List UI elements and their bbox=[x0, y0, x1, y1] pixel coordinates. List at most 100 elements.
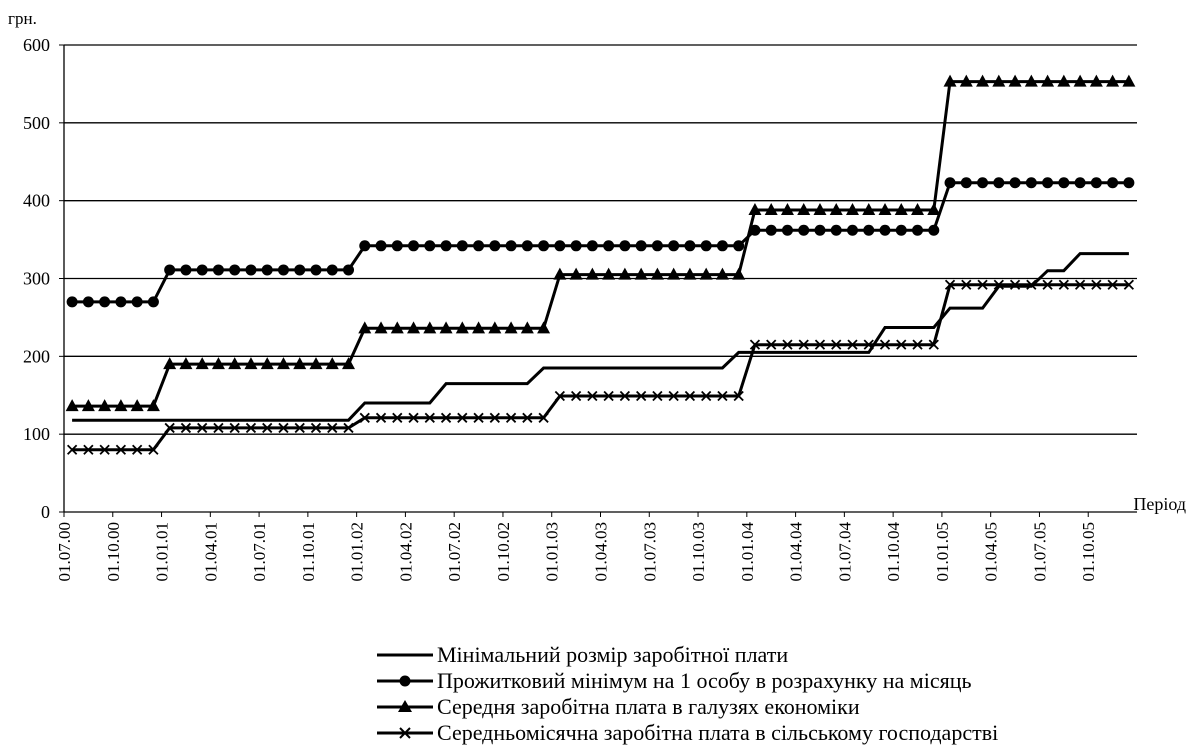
x-marker bbox=[505, 412, 517, 423]
triangle-marker bbox=[374, 321, 388, 334]
circle-marker bbox=[440, 240, 452, 252]
x-marker bbox=[538, 412, 549, 423]
triangle-marker bbox=[520, 321, 534, 334]
x-marker bbox=[863, 339, 874, 350]
axes bbox=[59, 44, 1137, 517]
x-marker bbox=[310, 422, 322, 434]
x-tick-label: 01.04.04 bbox=[787, 522, 806, 582]
x-marker bbox=[359, 412, 370, 423]
triangle-marker bbox=[211, 357, 225, 370]
x-marker bbox=[668, 390, 679, 402]
triangle-marker bbox=[569, 267, 583, 280]
x-marker bbox=[749, 339, 761, 350]
series-line-3 bbox=[72, 283, 1129, 452]
x-marker bbox=[1058, 279, 1069, 290]
axis-labels: грн. Період 0 100 200 300 400 500 600 01.07.00 0… bbox=[8, 9, 1186, 582]
triangle-marker bbox=[732, 267, 746, 280]
triangle-marker bbox=[293, 357, 307, 370]
triangle-marker bbox=[309, 357, 323, 370]
triangle-marker bbox=[114, 399, 128, 412]
circle-marker bbox=[846, 224, 858, 236]
x-marker bbox=[619, 390, 631, 402]
triangle-marker bbox=[1122, 74, 1136, 87]
circle-marker bbox=[733, 240, 745, 252]
legend-label: Мінімальний розмір заробітної плати bbox=[437, 642, 789, 667]
x-marker bbox=[424, 412, 435, 423]
x-marker bbox=[684, 390, 696, 402]
x-marker bbox=[408, 412, 419, 423]
triangle-marker bbox=[602, 267, 616, 280]
triangle-marker bbox=[845, 203, 859, 216]
x-tick-label: 01.01.02 bbox=[348, 522, 367, 582]
triangle-marker bbox=[715, 267, 729, 280]
series-lines bbox=[72, 80, 1129, 452]
y-axis-unit-label: грн. bbox=[8, 9, 37, 28]
x-marker bbox=[782, 339, 793, 350]
circle-marker bbox=[521, 240, 533, 252]
circle-marker bbox=[879, 224, 891, 236]
x-marker bbox=[879, 339, 891, 350]
x-marker bbox=[766, 339, 777, 350]
circle-marker bbox=[294, 264, 306, 276]
x-tick-label: 01.10.04 bbox=[884, 522, 903, 582]
triangle-marker bbox=[163, 357, 177, 370]
triangle-marker bbox=[764, 203, 778, 216]
circle-marker bbox=[245, 264, 257, 276]
x-marker bbox=[993, 279, 1004, 290]
x-marker bbox=[944, 279, 956, 290]
circle-marker bbox=[570, 240, 582, 252]
x-tick-label: 01.10.03 bbox=[689, 522, 708, 582]
triangle-marker bbox=[504, 321, 518, 334]
triangle-marker bbox=[65, 399, 79, 412]
y-tick-label: 200 bbox=[23, 346, 50, 366]
triangle-marker bbox=[976, 74, 990, 87]
x-tick-label: 01.10.00 bbox=[104, 522, 123, 582]
triangle-marker bbox=[553, 267, 567, 280]
triangle-marker bbox=[260, 357, 274, 370]
circle-marker bbox=[895, 224, 907, 236]
x-marker bbox=[66, 444, 78, 455]
triangle-marker bbox=[585, 267, 599, 280]
circle-marker bbox=[375, 240, 387, 252]
circle-marker bbox=[196, 264, 208, 276]
x-marker bbox=[570, 390, 582, 402]
series-line-2 bbox=[72, 80, 1129, 408]
gridlines bbox=[64, 44, 1137, 435]
x-marker bbox=[928, 339, 939, 350]
x-marker bbox=[1009, 279, 1021, 290]
triangle-marker bbox=[1057, 74, 1071, 87]
circle-marker bbox=[408, 240, 420, 252]
circle-marker bbox=[99, 296, 111, 308]
circle-marker bbox=[960, 177, 972, 189]
triangle-marker bbox=[325, 357, 339, 370]
triangle-marker bbox=[667, 267, 681, 280]
x-tick-label: 01.04.01 bbox=[201, 522, 220, 582]
circle-marker bbox=[538, 240, 550, 252]
triangle-marker bbox=[179, 357, 193, 370]
x-marker bbox=[392, 412, 403, 423]
x-tick-label: 01.01.04 bbox=[738, 522, 757, 582]
triangle-marker bbox=[748, 203, 762, 216]
x-marker bbox=[1091, 279, 1102, 290]
triangle-marker bbox=[1073, 74, 1087, 87]
x-marker bbox=[489, 412, 500, 423]
x-marker bbox=[961, 279, 972, 290]
x-tick-label: 01.07.00 bbox=[55, 522, 74, 582]
x-tick-label: 01.01.01 bbox=[153, 522, 172, 582]
x-marker bbox=[701, 390, 712, 402]
x-marker bbox=[148, 444, 159, 455]
x-marker bbox=[132, 444, 143, 455]
circle-marker bbox=[391, 240, 403, 252]
x-tick-label: 01.07.02 bbox=[445, 522, 464, 582]
circle-marker bbox=[326, 264, 338, 276]
circle-marker bbox=[651, 240, 663, 252]
circle-marker bbox=[131, 296, 143, 308]
x-marker bbox=[733, 390, 744, 402]
triangle-marker bbox=[146, 399, 160, 412]
circle-marker bbox=[749, 224, 761, 236]
circle-marker bbox=[424, 240, 436, 252]
triangle-marker bbox=[878, 203, 892, 216]
circle-marker bbox=[82, 296, 94, 308]
circle-marker bbox=[1090, 177, 1102, 189]
triangle-marker bbox=[943, 74, 957, 87]
